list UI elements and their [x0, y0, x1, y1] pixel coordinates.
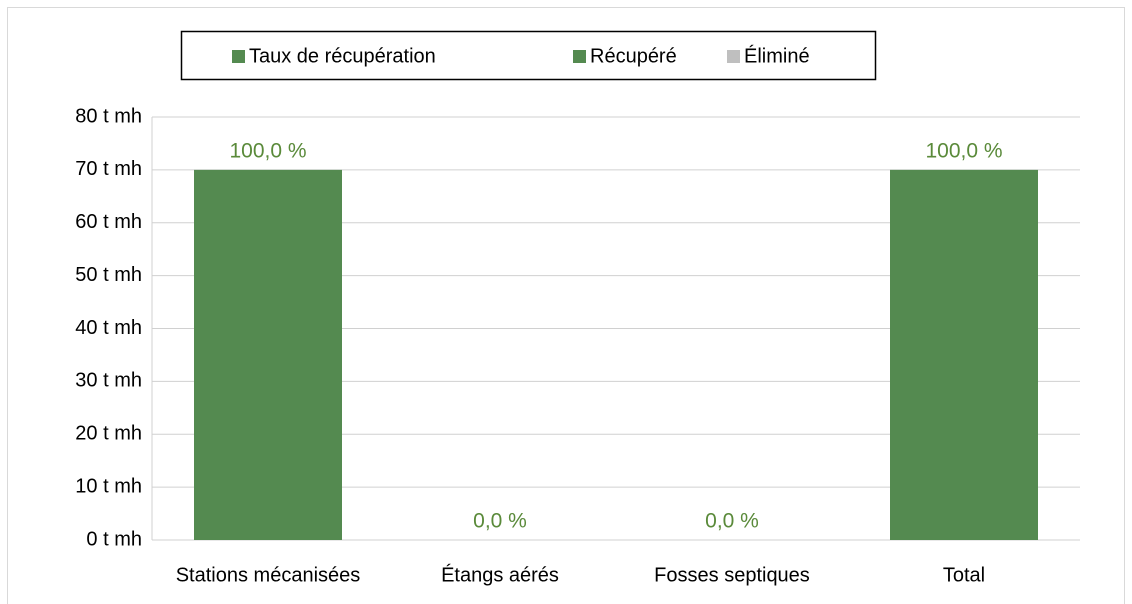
legend-swatch — [232, 50, 245, 63]
legend-label: Éliminé — [744, 44, 810, 67]
legend-label: Taux de récupération — [249, 45, 436, 67]
x-tick-label: Total — [943, 564, 985, 586]
y-tick-label: 70 t mh — [75, 158, 142, 180]
legend-box — [180, 30, 877, 81]
y-tick-label: 50 t mh — [75, 264, 142, 286]
x-tick-label: Étangs aérés — [441, 563, 559, 586]
x-tick-label: Stations mécanisées — [176, 564, 361, 586]
bar — [194, 169, 342, 540]
x-tick-label: Fosses septiques — [654, 564, 810, 586]
y-tick-label: 30 t mh — [75, 370, 142, 392]
y-tick-label: 0 t mh — [86, 528, 142, 550]
bar — [890, 169, 1038, 540]
legend-swatch — [573, 50, 586, 63]
data-label: 100,0 % — [229, 139, 306, 162]
data-label: 0,0 % — [473, 510, 527, 533]
data-label: 0,0 % — [705, 510, 759, 533]
y-tick-label: 20 t mh — [75, 423, 142, 445]
legend-swatch — [727, 50, 740, 63]
y-tick-label: 60 t mh — [75, 211, 142, 233]
legend-label: Récupéré — [590, 45, 677, 67]
y-tick-label: 40 t mh — [75, 317, 142, 339]
y-tick-label: 10 t mh — [75, 475, 142, 497]
y-tick-label: 80 t mh — [75, 105, 142, 127]
data-label: 100,0 % — [925, 139, 1002, 162]
